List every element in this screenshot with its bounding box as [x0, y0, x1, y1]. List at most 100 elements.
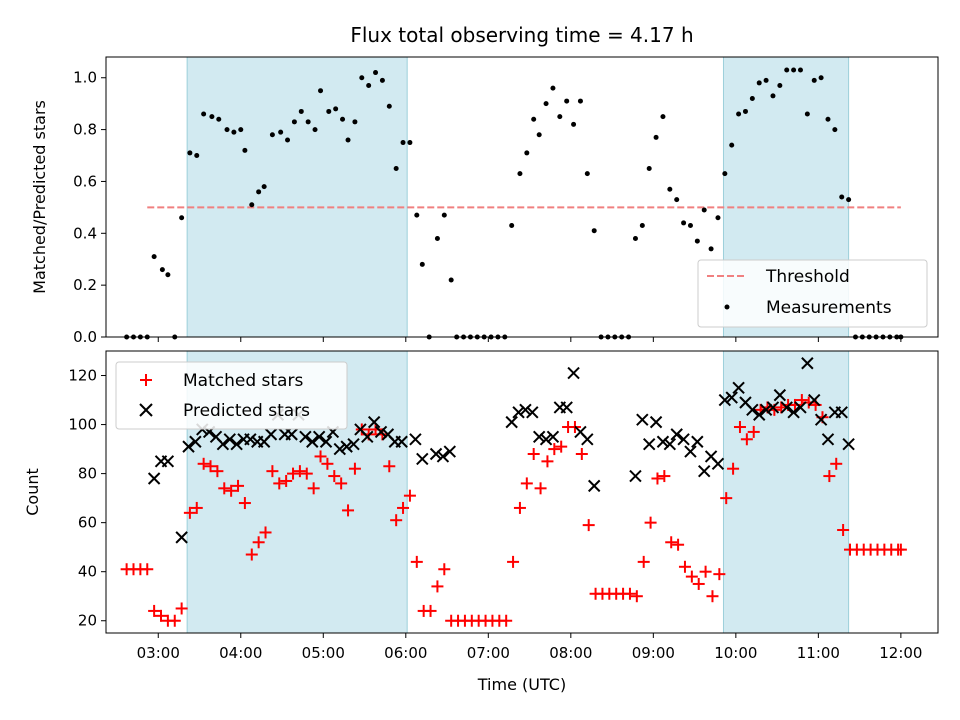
predicted-star-point	[629, 469, 642, 483]
predicted-star-point	[663, 437, 677, 451]
predicted-star-point	[374, 425, 388, 439]
matched-star-point	[795, 394, 808, 407]
predicted-star-point	[319, 435, 333, 448]
y-tick-label: 0.6	[73, 172, 97, 190]
measurement-point	[708, 246, 714, 252]
matched-star-point	[720, 492, 733, 505]
predicted-star-point	[711, 457, 725, 471]
predicted-star-point	[787, 406, 800, 419]
matched-stars-legend-swatch	[140, 374, 152, 386]
shaded-interval	[186, 56, 408, 338]
matched-star-point	[273, 477, 286, 490]
measurement-point	[373, 70, 379, 76]
measurement-point	[366, 83, 372, 89]
measurement-point	[249, 202, 255, 208]
x-tick-label: 11:00	[797, 644, 840, 662]
y-tick-label: 100	[68, 416, 97, 434]
measurement-point	[201, 111, 207, 117]
predicted-star-point	[532, 430, 546, 444]
matched-star-point	[252, 536, 265, 549]
measurement-point	[165, 272, 171, 278]
predicted-star-point	[539, 433, 553, 446]
predicted-star-point	[306, 435, 319, 448]
matched-star-point	[527, 447, 540, 460]
measurement-point	[770, 93, 776, 99]
x-axis-label: Time (UTC)	[477, 675, 566, 694]
measurement-point	[386, 103, 392, 109]
measurement-point	[584, 171, 590, 177]
matched-star-point	[300, 467, 313, 480]
matched-star-point	[665, 536, 678, 549]
matched-star-point	[541, 455, 554, 468]
predicted-star-point	[725, 391, 738, 404]
matched-star-point	[699, 565, 712, 578]
measurement-point	[261, 184, 267, 190]
matched-star-point	[706, 590, 719, 603]
x-tick-label: 10:00	[714, 644, 757, 662]
predicted-star-point	[347, 437, 360, 451]
measurement-point	[407, 140, 413, 146]
matched-star-point	[155, 609, 168, 622]
predicted-star-point	[519, 403, 532, 417]
matched-star-point	[500, 614, 513, 627]
measurement-point	[256, 189, 262, 195]
measurement-point	[742, 108, 748, 114]
matched-star-point	[823, 470, 836, 483]
matched-star-point	[293, 465, 306, 478]
measurement-point	[653, 134, 659, 140]
predicted-star-point	[684, 445, 697, 458]
matched-star-point	[520, 477, 533, 490]
matched-star-point	[287, 467, 300, 480]
predicted-star-point	[189, 435, 202, 448]
predicted-star-point	[677, 433, 690, 446]
predicted-star-point	[794, 401, 807, 414]
matched-star-point	[232, 479, 245, 492]
measurement-point	[400, 140, 406, 146]
matched-star-point	[218, 482, 231, 495]
predicted-star-point	[732, 381, 745, 394]
measurement-point	[517, 171, 523, 177]
matched-star-point	[190, 501, 203, 514]
bottom-legend: Matched stars Predicted stars	[115, 361, 348, 430]
matched-star-point	[245, 548, 258, 561]
predicted-star-point	[361, 430, 374, 444]
measurement-point	[333, 106, 339, 112]
predicted-star-point	[285, 428, 298, 441]
predicted-star-point	[182, 440, 195, 453]
threshold-legend-label: Threshold	[765, 267, 850, 287]
predicted-star-point	[560, 401, 573, 414]
measurement-point	[509, 223, 515, 229]
matched-star-point	[548, 443, 561, 456]
bottom-axes-frame	[105, 350, 939, 634]
predicted-star-point	[587, 479, 601, 493]
measurement-point	[179, 215, 185, 221]
matched-star-point	[342, 504, 355, 517]
measurement-point	[312, 127, 318, 133]
measurement-point	[414, 212, 420, 218]
matched-star-point	[513, 501, 526, 514]
measurement-point	[524, 150, 530, 156]
measurement-point	[359, 75, 365, 81]
matched-stars-legend-label: Matched stars	[183, 371, 303, 391]
matched-star-point	[747, 425, 760, 438]
matched-star-point	[397, 501, 410, 514]
matched-star-point	[534, 482, 547, 495]
predicted-star-point	[264, 428, 278, 441]
matched-star-point	[837, 524, 850, 537]
measurement-point	[694, 238, 700, 244]
measurement-point	[536, 132, 542, 138]
y-tick-label: 60	[78, 514, 97, 532]
predicted-star-point	[780, 401, 793, 414]
measurement-point	[577, 98, 583, 104]
y-tick-label: 80	[78, 465, 97, 483]
predicted-star-point	[312, 430, 326, 444]
matched-star-point	[403, 489, 416, 502]
measurement-point	[818, 75, 824, 81]
matched-star-point	[658, 470, 671, 483]
x-tick-label: 08:00	[549, 644, 592, 662]
top-y-ticks: 0.0 0.2 0.4 0.6 0.8 1.0	[73, 69, 106, 346]
measurements-legend-label: Measurements	[766, 298, 892, 318]
predicted-star-point	[416, 452, 429, 466]
measurement-point	[194, 153, 200, 159]
